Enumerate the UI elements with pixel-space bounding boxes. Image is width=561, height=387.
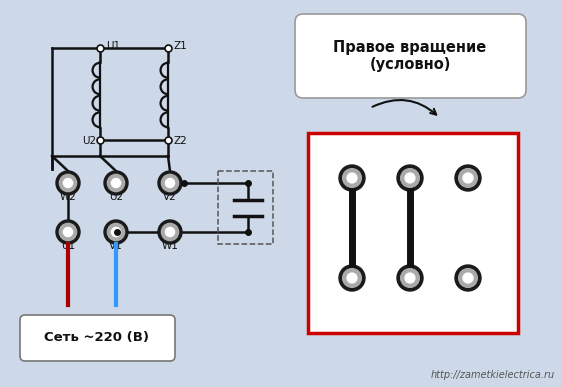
- Circle shape: [455, 165, 481, 191]
- Circle shape: [339, 265, 365, 291]
- Circle shape: [463, 173, 473, 183]
- Circle shape: [63, 178, 72, 188]
- Circle shape: [158, 220, 182, 244]
- Circle shape: [107, 223, 125, 241]
- Circle shape: [59, 175, 77, 192]
- Text: U2: U2: [82, 136, 96, 146]
- Bar: [218, 171, 273, 244]
- FancyBboxPatch shape: [20, 315, 175, 361]
- Circle shape: [107, 175, 125, 192]
- Circle shape: [56, 220, 80, 244]
- Circle shape: [405, 273, 415, 283]
- Text: Z1: Z1: [174, 41, 188, 51]
- Text: V2: V2: [163, 192, 177, 202]
- FancyBboxPatch shape: [295, 14, 526, 98]
- Circle shape: [104, 171, 128, 195]
- Text: U1: U1: [61, 241, 75, 251]
- Text: U2: U2: [109, 192, 123, 202]
- Text: U1: U1: [343, 295, 361, 308]
- Circle shape: [459, 269, 477, 288]
- Circle shape: [343, 169, 361, 187]
- Circle shape: [162, 175, 178, 192]
- Circle shape: [401, 169, 420, 187]
- Text: W1: W1: [457, 295, 479, 308]
- Text: W1: W1: [162, 241, 178, 251]
- Text: V2: V2: [459, 148, 477, 161]
- Text: U1: U1: [106, 41, 120, 51]
- Circle shape: [165, 178, 174, 188]
- Circle shape: [162, 223, 178, 241]
- Circle shape: [463, 273, 473, 283]
- Text: Z2: Z2: [174, 136, 188, 146]
- Circle shape: [347, 173, 357, 183]
- Text: http://zametkielectrica.ru: http://zametkielectrica.ru: [431, 370, 555, 380]
- Text: V1: V1: [109, 241, 123, 251]
- Circle shape: [112, 178, 121, 188]
- Circle shape: [112, 228, 121, 236]
- Text: Правое вращение
(условно): Правое вращение (условно): [333, 40, 486, 72]
- Circle shape: [455, 265, 481, 291]
- Circle shape: [339, 165, 365, 191]
- Circle shape: [405, 173, 415, 183]
- Circle shape: [401, 269, 420, 288]
- Circle shape: [56, 171, 80, 195]
- Circle shape: [459, 169, 477, 187]
- Circle shape: [104, 220, 128, 244]
- Circle shape: [59, 223, 77, 241]
- Text: W2: W2: [59, 192, 76, 202]
- Bar: [308, 133, 518, 333]
- Text: W2: W2: [341, 148, 364, 161]
- Circle shape: [63, 228, 72, 236]
- Circle shape: [343, 269, 361, 288]
- Circle shape: [158, 171, 182, 195]
- Text: V1: V1: [401, 295, 419, 308]
- Circle shape: [397, 265, 423, 291]
- Circle shape: [397, 165, 423, 191]
- Text: U2: U2: [401, 148, 420, 161]
- Circle shape: [165, 228, 174, 236]
- Text: Сеть ~220 (В): Сеть ~220 (В): [44, 332, 149, 344]
- Circle shape: [347, 273, 357, 283]
